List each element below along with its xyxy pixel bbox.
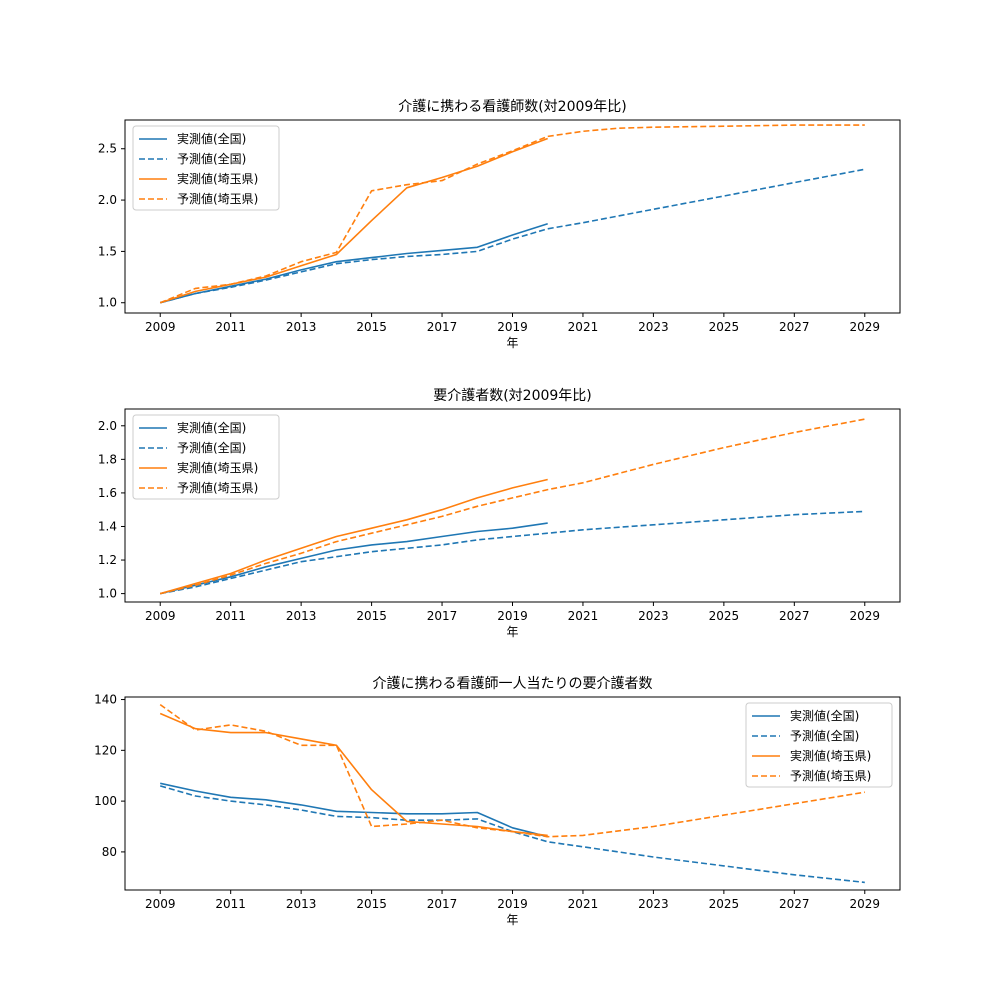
legend-label: 実測値(全国) [177, 131, 246, 146]
x-tick-label: 2019 [497, 897, 528, 911]
x-tick-label: 2013 [286, 320, 317, 334]
legend-label: 予測値(埼玉県) [177, 480, 258, 495]
legend-label: 実測値(全国) [790, 708, 859, 723]
legend-label: 予測値(埼玉県) [177, 191, 258, 206]
legend-label: 実測値(全国) [177, 420, 246, 435]
y-tick-label: 140 [94, 693, 117, 707]
x-tick-label: 2025 [709, 320, 740, 334]
x-tick-label: 2027 [779, 609, 810, 623]
x-tick-label: 2029 [849, 609, 880, 623]
x-tick-label: 2017 [427, 320, 458, 334]
x-tick-label: 2013 [286, 897, 317, 911]
y-tick-label: 2.0 [98, 193, 117, 207]
y-tick-label: 1.8 [98, 452, 117, 466]
series-line-4 [159, 124, 865, 304]
x-tick-label: 2021 [568, 609, 599, 623]
y-tick-label: 1.2 [98, 553, 117, 567]
x-tick-label: 2009 [145, 897, 176, 911]
chart-panels: 介護に携わる看護師数(対2009年比) 2009 2011 2013 2015 2017 2… [94, 99, 901, 927]
legend: 実測値(全国) 予測値(全国) 実測値(埼玉県) 予測値(埼玉県) [132, 414, 280, 500]
series-line-1 [160, 522, 548, 595]
y-tick-label: 1.4 [98, 519, 117, 533]
y-tick-label: 1.0 [98, 587, 117, 601]
x-tick-label: 2009 [145, 320, 176, 334]
chart-panel-2: 要介護者数(対2009年比) 2009 2011 2013 2015 2017 2019 20… [98, 388, 901, 639]
chart-title: 要介護者数(対2009年比) [433, 388, 592, 404]
x-tick-label: 2011 [215, 897, 246, 911]
legend-box [132, 414, 280, 500]
series-line-3 [159, 712, 548, 837]
series-line-2 [159, 168, 865, 304]
x-tick-label: 2025 [709, 897, 740, 911]
x-tick-label: 2009 [145, 609, 176, 623]
x-tick-label: 2029 [849, 320, 880, 334]
x-tick-label: 2015 [356, 320, 387, 334]
x-tick-label: 2023 [638, 320, 669, 334]
legend-label: 予測値(全国) [177, 151, 246, 166]
legend-label: 予測値(全国) [790, 728, 859, 743]
x-axis-label: 年 [506, 336, 518, 350]
series-line-1 [159, 222, 548, 304]
chart-title: 介護に携わる看護師数(対2009年比) [398, 99, 627, 115]
x-tick-label: 2023 [638, 897, 669, 911]
y-tick-label: 2.5 [98, 142, 117, 156]
legend-box [745, 702, 893, 788]
y-tick-label: 2.0 [98, 419, 117, 433]
legend: 実測値(全国) 予測値(全国) 実測値(埼玉県) 予測値(埼玉県) [132, 125, 280, 211]
x-tick-label: 2025 [709, 609, 740, 623]
legend-label: 予測値(埼玉県) [790, 768, 871, 783]
series-line-1 [160, 782, 548, 838]
x-tick-label: 2017 [427, 609, 458, 623]
y-tick-label: 120 [94, 743, 117, 757]
x-tick-label: 2021 [568, 897, 599, 911]
x-tick-label: 2011 [215, 320, 246, 334]
y-tick-label: 80 [102, 845, 117, 859]
y-tick-label: 1.5 [98, 244, 117, 258]
series-line-4 [160, 418, 865, 595]
x-tick-label: 2015 [356, 897, 387, 911]
x-tick-label: 2017 [427, 897, 458, 911]
series-line-4 [159, 703, 865, 838]
y-tick-label: 100 [94, 794, 117, 808]
x-tick-label: 2023 [638, 609, 669, 623]
x-tick-label: 2029 [849, 897, 880, 911]
x-tick-label: 2027 [779, 320, 810, 334]
x-tick-label: 2021 [568, 320, 599, 334]
x-tick-label: 2011 [215, 609, 246, 623]
x-tick-label: 2019 [497, 609, 528, 623]
chart-panel-1: 介護に携わる看護師数(対2009年比) 2009 2011 2013 2015 2017 2… [98, 99, 901, 350]
series-line-2 [160, 510, 865, 595]
x-tick-label: 2019 [497, 320, 528, 334]
legend: 実測値(全国) 予測値(全国) 実測値(埼玉県) 予測値(埼玉県) [745, 702, 893, 788]
legend-label: 予測値(全国) [177, 440, 246, 455]
legend-label: 実測値(埼玉県) [177, 460, 258, 475]
x-tick-label: 2015 [356, 609, 387, 623]
x-tick-label: 2013 [286, 609, 317, 623]
legend-box [132, 125, 280, 211]
x-axis-label: 年 [506, 913, 518, 927]
x-tick-label: 2027 [779, 897, 810, 911]
legend-label: 実測値(埼玉県) [177, 171, 258, 186]
series-line-3 [159, 478, 548, 595]
x-axis-label: 年 [506, 625, 518, 639]
legend-label: 実測値(埼玉県) [790, 748, 871, 763]
chart-panel-3: 介護に携わる看護師一人当たりの要介護者数 2009 2011 2013 2015 2017… [94, 676, 901, 927]
y-tick-label: 1.6 [98, 486, 117, 500]
y-tick-label: 1.0 [98, 296, 117, 310]
chart-title: 介護に携わる看護師一人当たりの要介護者数 [373, 676, 653, 692]
